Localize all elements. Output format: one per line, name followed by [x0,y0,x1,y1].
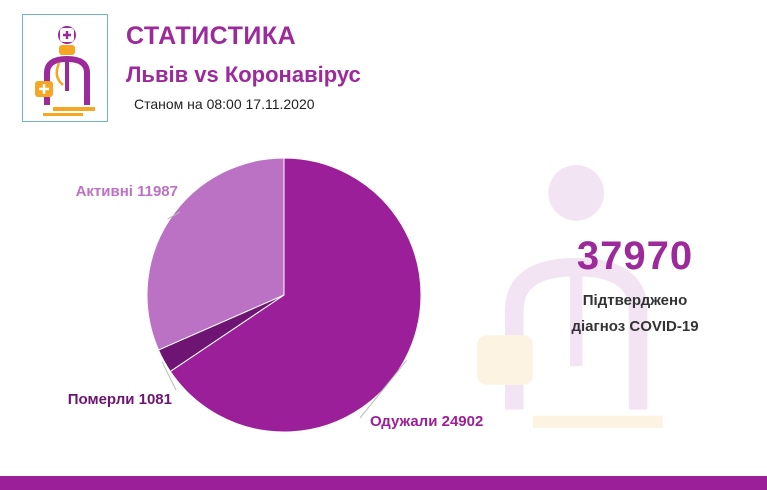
leader-line [161,361,177,391]
total-caption-line1: Підтверджено [582,292,688,309]
pie-slice-active [146,157,285,351]
total-confirmed: 37970 [576,234,694,278]
pie-slice-recovered [169,157,422,433]
total-caption: Підтверджено діагноз COVID-19 [540,288,730,340]
leader-line [167,211,181,220]
date-line: Станом на 08:00 17.11.2020 [134,96,315,112]
doctor-watermark-icon [477,165,663,429]
pie-chart: Одужали 24902 Померли 1081 Активні 11987 [68,157,483,433]
logo [22,14,108,122]
label-deaths: Померли 1081 [68,391,172,408]
label-recovered: Одужали 24902 [370,413,483,430]
label-active: Активні 11987 [76,183,178,200]
page-title: СТАТИСТИКА [126,22,297,50]
footer-bar [0,476,767,490]
page-subtitle: Львів vs Коронавірус [126,62,361,87]
total-caption-line2: діагноз COVID-19 [571,318,699,335]
doctor-icon [35,26,95,116]
leader-line [359,360,408,419]
